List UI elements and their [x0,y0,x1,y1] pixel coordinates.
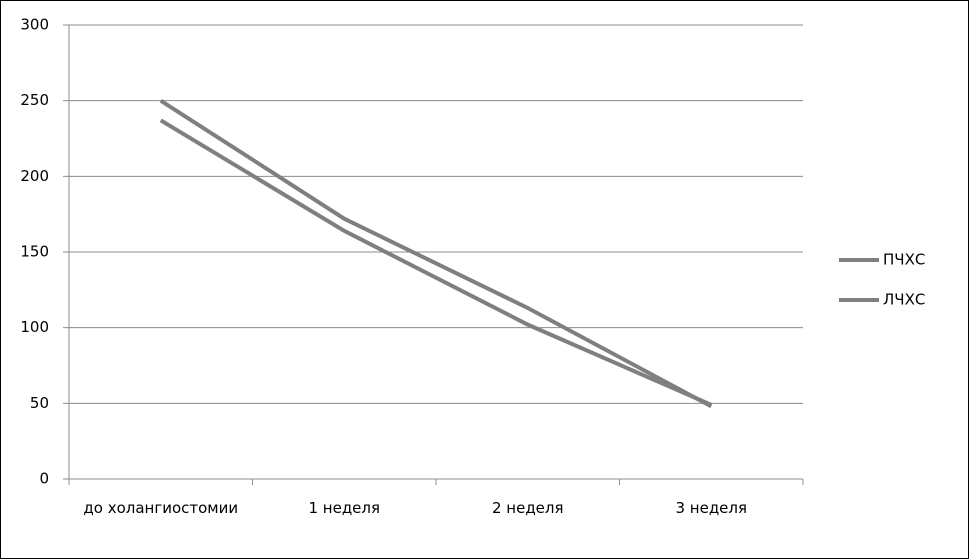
x-tick-label: 3 неделя [675,499,748,517]
legend-label: ЛЧХС [883,291,925,309]
y-tick-label: 250 [20,91,49,109]
y-tick-label: 100 [20,318,49,336]
line-series [159,98,713,409]
x-tick-label: 2 неделя [491,499,564,517]
legend-label: ПЧХС [883,251,925,269]
x-tick-label: до холангиостомии [83,499,239,517]
line-series [159,118,713,407]
y-tick-label: 50 [30,394,49,412]
y-tick-label: 300 [20,16,49,34]
y-tick-label: 200 [20,167,49,185]
y-tick-label: 150 [20,243,49,261]
x-tick-label: 1 неделя [308,499,381,517]
y-tick-label: 0 [39,470,49,488]
